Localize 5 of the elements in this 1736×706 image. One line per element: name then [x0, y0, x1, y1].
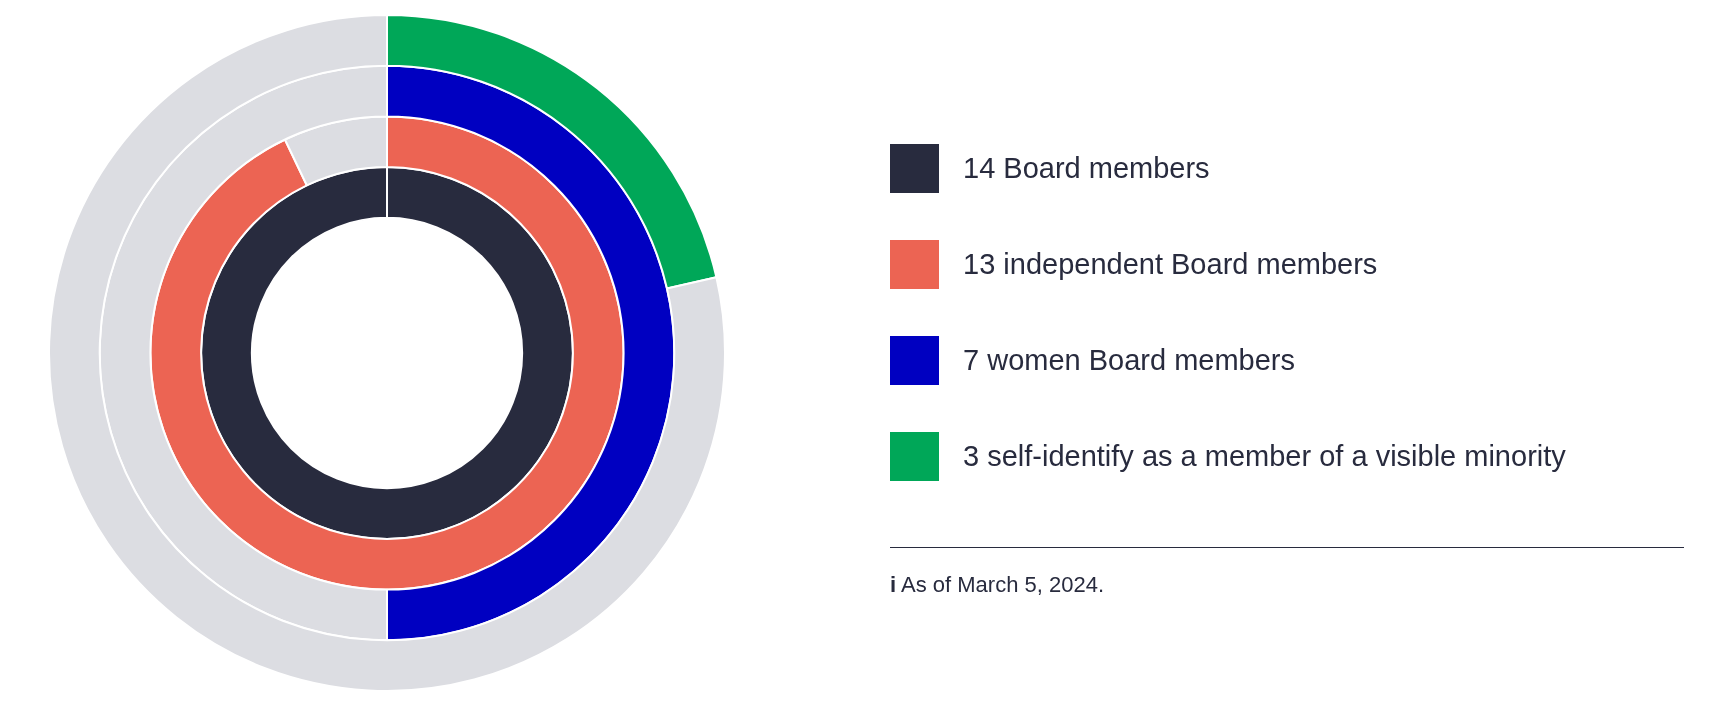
text: i As of March 5, 2024. — [890, 572, 1106, 598]
legend-label: 14 Board members — [963, 152, 1210, 185]
legend-label: 7 women Board members — [963, 344, 1296, 377]
legend-label: 13 independent Board members — [963, 248, 1378, 281]
legend-label: 3 self-identify as a member of a visible minority — [963, 440, 1566, 473]
